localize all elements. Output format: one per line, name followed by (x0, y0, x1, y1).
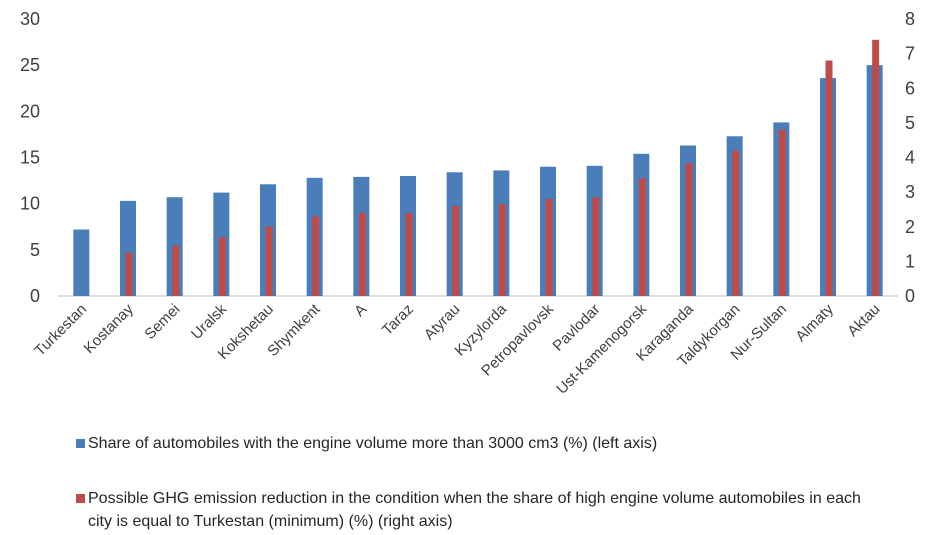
bar-right-series (778, 129, 786, 296)
right-tick-label: 7 (905, 44, 915, 64)
category-label: Shymkent (264, 300, 324, 360)
left-tick-label: 25 (20, 55, 40, 75)
legend-entry-right-series: Possible GHG emission reduction in the c… (76, 487, 888, 533)
category-label: Atyrau (421, 301, 464, 344)
category-label: Kostanay (81, 300, 138, 357)
legend-label-right-series: Possible GHG emission reduction in the c… (88, 490, 861, 530)
bar-right-series (545, 199, 553, 296)
right-tick-label: 3 (905, 182, 915, 202)
left-tick-label: 20 (20, 101, 40, 121)
bar-chart: 0 5 10 15 20 25 30 0 1 2 3 4 5 6 7 8 TurkestanKostanay… (20, 9, 915, 398)
left-tick-label: 10 (20, 194, 40, 214)
left-series-bars (73, 65, 883, 297)
bar-right-series (498, 204, 506, 296)
bar-right-series (218, 237, 226, 296)
bar-right-series (732, 150, 740, 296)
category-label: Semei (141, 301, 183, 343)
right-tick-label: 0 (905, 286, 915, 306)
bar-right-series (358, 212, 366, 296)
left-tick-label: 30 (20, 9, 40, 29)
bar-right-series (172, 245, 180, 296)
bar-right-series (825, 60, 833, 296)
right-tick-label: 6 (905, 78, 915, 98)
bar-right-series (312, 216, 320, 296)
left-axis-ticks: 0 5 10 15 20 25 30 (20, 9, 40, 306)
right-tick-label: 1 (905, 251, 915, 271)
bar-right-series (592, 197, 600, 296)
bar-right-series (685, 162, 693, 296)
left-tick-label: 15 (20, 148, 40, 168)
bar-right-series (452, 205, 460, 296)
category-label: Uralsk (188, 300, 230, 342)
category-label: Taraz (379, 301, 417, 339)
right-tick-label: 8 (905, 9, 915, 29)
category-label: Aktau (844, 301, 883, 340)
right-tick-label: 2 (905, 217, 915, 237)
category-label: Almaty (792, 300, 837, 345)
bar-right-series (872, 39, 880, 297)
right-series-bars (125, 39, 880, 297)
legend-label-left-series: Share of automobiles with the engine vol… (88, 435, 658, 452)
legend-swatch-red (76, 494, 85, 503)
bar-right-series (125, 252, 133, 296)
right-axis-ticks: 0 1 2 3 4 5 6 7 8 (905, 9, 915, 306)
left-tick-label: 5 (30, 240, 40, 260)
bar-right-series (265, 226, 273, 296)
right-tick-label: 5 (905, 113, 915, 133)
category-label: A (351, 301, 370, 320)
bar-right-series (405, 212, 413, 296)
bar-left-series (73, 229, 90, 296)
left-tick-label: 0 (30, 286, 40, 306)
category-label: Turkestan (31, 301, 90, 360)
bar-right-series (638, 178, 646, 296)
legend-swatch-blue (76, 439, 85, 448)
legend-entry-left-series: Share of automobiles with the engine vol… (76, 432, 888, 455)
right-tick-label: 4 (905, 148, 915, 168)
